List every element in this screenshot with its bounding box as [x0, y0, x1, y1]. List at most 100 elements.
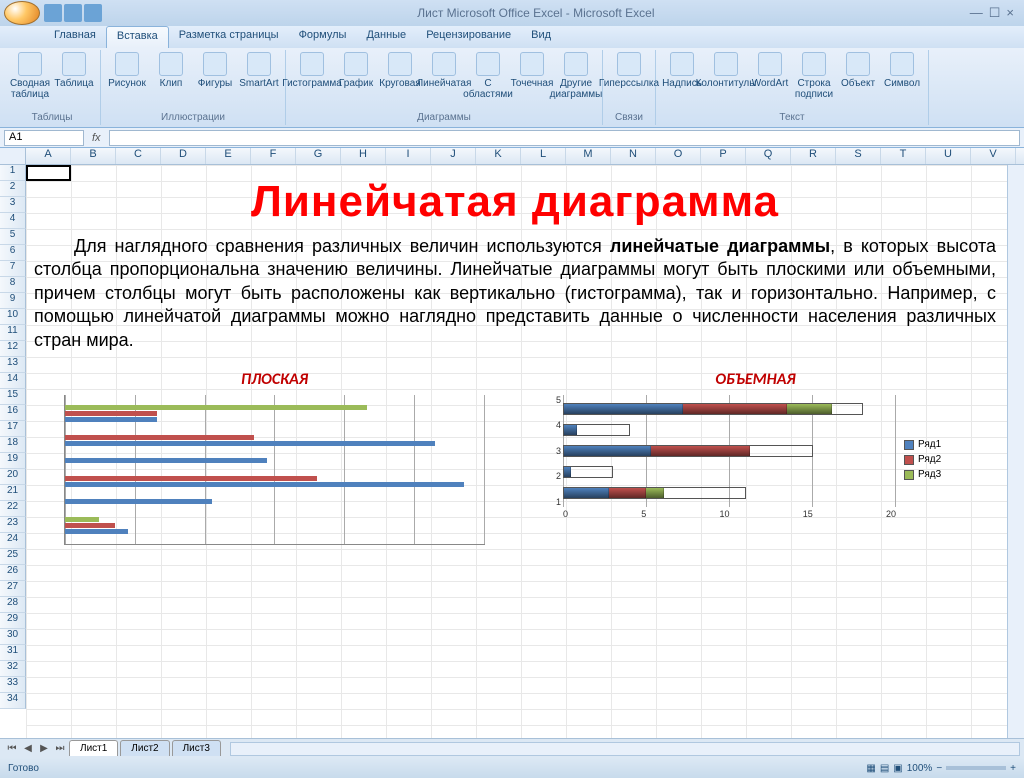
tab-nav-prev[interactable]: ◀: [20, 743, 36, 754]
row-header-34[interactable]: 34: [0, 693, 26, 709]
row-header-22[interactable]: 22: [0, 501, 26, 517]
row-header-23[interactable]: 23: [0, 517, 26, 533]
row-header-29[interactable]: 29: [0, 613, 26, 629]
name-box[interactable]: A1: [4, 130, 84, 146]
row-header-15[interactable]: 15: [0, 389, 26, 405]
row-header-2[interactable]: 2: [0, 181, 26, 197]
sheet-tab-Лист1[interactable]: Лист1: [69, 740, 118, 756]
col-header-M[interactable]: M: [566, 148, 611, 164]
col-header-D[interactable]: D: [161, 148, 206, 164]
col-header-L[interactable]: L: [521, 148, 566, 164]
view-break-icon[interactable]: ▣: [893, 763, 902, 774]
ribbon-item-Круговая[interactable]: Круговая: [380, 52, 420, 89]
row-header-8[interactable]: 8: [0, 277, 26, 293]
row-header-5[interactable]: 5: [0, 229, 26, 245]
ribbon-item-С областями[interactable]: С областями: [468, 52, 508, 100]
row-header-7[interactable]: 7: [0, 261, 26, 277]
row-header-28[interactable]: 28: [0, 597, 26, 613]
row-header-18[interactable]: 18: [0, 437, 26, 453]
col-header-F[interactable]: F: [251, 148, 296, 164]
row-header-6[interactable]: 6: [0, 245, 26, 261]
col-header-Q[interactable]: Q: [746, 148, 791, 164]
horizontal-scrollbar[interactable]: [230, 742, 1020, 756]
ribbon-item-WordArt[interactable]: WordArt: [750, 52, 790, 89]
ribbon-item-Строка подписи[interactable]: Строка подписи: [794, 52, 834, 100]
ribbon-item-График[interactable]: График: [336, 52, 376, 89]
col-header-T[interactable]: T: [881, 148, 926, 164]
col-header-N[interactable]: N: [611, 148, 656, 164]
tab-Разметка страницы[interactable]: Разметка страницы: [169, 26, 289, 48]
row-header-10[interactable]: 10: [0, 309, 26, 325]
ribbon-item-Клип[interactable]: Клип: [151, 52, 191, 89]
col-header-B[interactable]: B: [71, 148, 116, 164]
row-header-26[interactable]: 26: [0, 565, 26, 581]
col-header-A[interactable]: A: [26, 148, 71, 164]
maximize-button[interactable]: ☐: [989, 5, 1001, 21]
col-header-I[interactable]: I: [386, 148, 431, 164]
ribbon-item-Гистограмма[interactable]: Гистограмма: [292, 52, 332, 89]
col-header-U[interactable]: U: [926, 148, 971, 164]
minimize-button[interactable]: —: [970, 5, 983, 21]
col-header-R[interactable]: R: [791, 148, 836, 164]
fx-icon[interactable]: fx: [92, 132, 101, 144]
tab-Формулы[interactable]: Формулы: [289, 26, 357, 48]
col-header-C[interactable]: C: [116, 148, 161, 164]
tab-Рецензирование[interactable]: Рецензирование: [416, 26, 521, 48]
formula-input[interactable]: [109, 130, 1020, 146]
row-header-3[interactable]: 3: [0, 197, 26, 213]
row-header-25[interactable]: 25: [0, 549, 26, 565]
save-icon[interactable]: [44, 4, 62, 22]
row-header-9[interactable]: 9: [0, 293, 26, 309]
col-header-J[interactable]: J: [431, 148, 476, 164]
vertical-scrollbar[interactable]: [1007, 165, 1024, 738]
sheet-tab-Лист3[interactable]: Лист3: [172, 740, 221, 756]
row-header-12[interactable]: 12: [0, 341, 26, 357]
row-header-11[interactable]: 11: [0, 325, 26, 341]
row-header-20[interactable]: 20: [0, 469, 26, 485]
ribbon-item-Объект[interactable]: Объект: [838, 52, 878, 89]
select-all-corner[interactable]: [0, 148, 26, 164]
row-header-27[interactable]: 27: [0, 581, 26, 597]
col-header-P[interactable]: P: [701, 148, 746, 164]
ribbon-item-Точечная[interactable]: Точечная: [512, 52, 552, 89]
ribbon-item-Колонтитулы[interactable]: Колонтитулы: [706, 52, 746, 89]
sheet-tab-Лист2[interactable]: Лист2: [120, 740, 169, 756]
row-header-31[interactable]: 31: [0, 645, 26, 661]
tab-Вставка[interactable]: Вставка: [106, 26, 169, 48]
ribbon-item-Сводная таблица[interactable]: Сводная таблица: [10, 52, 50, 100]
tab-Данные[interactable]: Данные: [356, 26, 416, 48]
col-header-V[interactable]: V: [971, 148, 1016, 164]
ribbon-item-Другие диаграммы[interactable]: Другие диаграммы: [556, 52, 596, 100]
undo-icon[interactable]: [64, 4, 82, 22]
row-header-4[interactable]: 4: [0, 213, 26, 229]
view-normal-icon[interactable]: ▦: [866, 763, 875, 774]
view-layout-icon[interactable]: ▤: [880, 763, 889, 774]
col-header-S[interactable]: S: [836, 148, 881, 164]
ribbon-item-Фигуры[interactable]: Фигуры: [195, 52, 235, 89]
row-header-13[interactable]: 13: [0, 357, 26, 373]
row-header-1[interactable]: 1: [0, 165, 26, 181]
row-header-14[interactable]: 14: [0, 373, 26, 389]
close-button[interactable]: ×: [1006, 5, 1014, 21]
tab-nav-next[interactable]: ▶: [36, 743, 52, 754]
tab-Главная[interactable]: Главная: [44, 26, 106, 48]
col-header-H[interactable]: H: [341, 148, 386, 164]
row-header-21[interactable]: 21: [0, 485, 26, 501]
zoom-in-icon[interactable]: +: [1010, 763, 1016, 774]
ribbon-item-Рисунок[interactable]: Рисунок: [107, 52, 147, 89]
col-header-O[interactable]: O: [656, 148, 701, 164]
ribbon-item-Гиперссылка[interactable]: Гиперссылка: [609, 52, 649, 89]
tab-nav-last[interactable]: ⏭: [52, 743, 68, 754]
row-header-33[interactable]: 33: [0, 677, 26, 693]
zoom-out-icon[interactable]: −: [936, 763, 942, 774]
ribbon-item-Таблица[interactable]: Таблица: [54, 52, 94, 89]
row-header-24[interactable]: 24: [0, 533, 26, 549]
redo-icon[interactable]: [84, 4, 102, 22]
row-header-17[interactable]: 17: [0, 421, 26, 437]
ribbon-item-SmartArt[interactable]: SmartArt: [239, 52, 279, 89]
row-header-19[interactable]: 19: [0, 453, 26, 469]
col-header-G[interactable]: G: [296, 148, 341, 164]
zoom-controls[interactable]: ▦ ▤ ▣ 100% − +: [866, 763, 1016, 774]
ribbon-item-Линейчатая[interactable]: Линейчатая: [424, 52, 464, 89]
tab-Вид[interactable]: Вид: [521, 26, 561, 48]
